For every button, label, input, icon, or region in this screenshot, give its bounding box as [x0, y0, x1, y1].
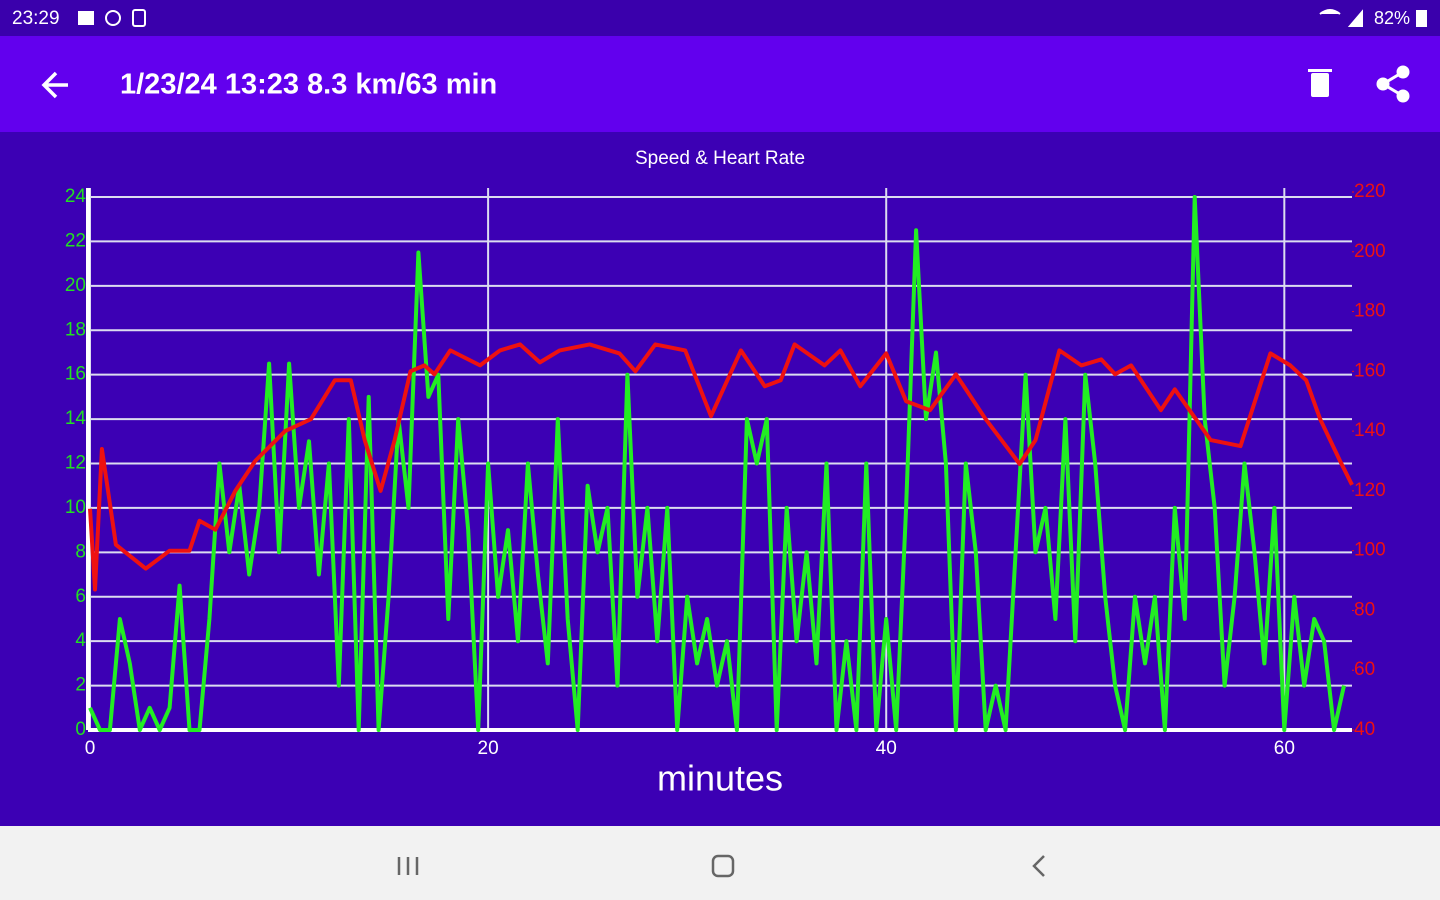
y2-tick-label: 180 — [1354, 301, 1386, 322]
y2-tick-label: 40 — [1354, 719, 1375, 740]
back-nav-button[interactable] — [1032, 855, 1045, 877]
y-tick-label: 6 — [75, 586, 86, 607]
recents-button[interactable] — [397, 857, 419, 875]
y2-tick-label: 100 — [1354, 540, 1386, 561]
nav-bar — [0, 826, 1440, 900]
back-button[interactable] — [41, 71, 68, 99]
status-icon — [132, 9, 146, 27]
series-line — [88, 195, 1346, 732]
status-icon — [105, 10, 121, 26]
x-tick-label: 40 — [876, 738, 897, 759]
y-tick-label: 22 — [65, 230, 86, 251]
app-title: 1/23/24 13:23 8.3 km/63 min — [120, 69, 497, 101]
signal-icon — [1319, 9, 1363, 27]
y2-tick-label: 120 — [1354, 480, 1386, 501]
y2-tick-label: 140 — [1354, 420, 1386, 441]
y-tick-label: 10 — [65, 497, 86, 518]
app-bar — [0, 36, 1440, 132]
y-tick-label: 0 — [75, 719, 86, 740]
battery-level: 82% — [1374, 8, 1410, 28]
y2-tick-label: 160 — [1354, 360, 1386, 381]
y-tick-label: 8 — [75, 541, 86, 562]
status-bar — [0, 0, 1440, 36]
y-tick-label: 16 — [65, 364, 86, 385]
home-button[interactable] — [711, 854, 735, 878]
chart: Speed & Heart Rateminutes024681012141618… — [65, 148, 1386, 799]
x-tick-label: 20 — [478, 738, 499, 759]
y-tick-label: 2 — [75, 675, 86, 696]
x-tick-label: 0 — [85, 738, 96, 759]
y-tick-label: 14 — [65, 408, 87, 429]
y2-tick-label: 200 — [1354, 241, 1386, 262]
y-tick-label: 18 — [65, 319, 86, 340]
battery-icon — [1416, 10, 1427, 27]
y2-tick-label: 80 — [1354, 599, 1375, 620]
status-icon — [78, 11, 94, 25]
y-tick-label: 12 — [65, 453, 86, 474]
y2-tick-label: 60 — [1354, 659, 1375, 680]
share-button[interactable] — [1376, 65, 1410, 103]
status-time: 23:29 — [12, 8, 60, 29]
y2-tick-label: 220 — [1354, 181, 1386, 202]
y-tick-label: 24 — [65, 186, 87, 207]
delete-button[interactable] — [1308, 69, 1332, 97]
y-tick-label: 20 — [65, 275, 86, 296]
x-axis-label: minutes — [657, 758, 783, 799]
x-tick-label: 60 — [1274, 738, 1295, 759]
series-line — [88, 342, 1354, 592]
y-tick-label: 4 — [75, 630, 86, 651]
chart-title: Speed & Heart Rate — [635, 148, 805, 169]
